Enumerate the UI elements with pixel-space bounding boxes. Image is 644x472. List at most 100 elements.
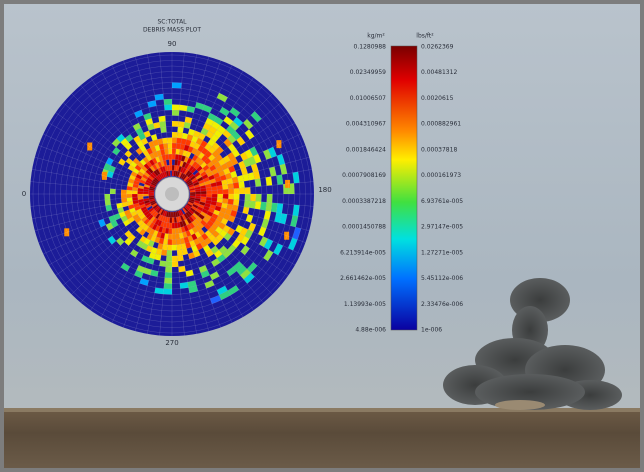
grid-spoke <box>184 206 273 295</box>
heat-cell <box>194 149 202 157</box>
heat-cell <box>169 217 172 224</box>
grid-spoke <box>189 198 310 231</box>
heat-cell <box>209 271 220 281</box>
heat-cell <box>240 236 250 246</box>
heat-cell <box>164 165 168 172</box>
heat-cell <box>167 244 172 251</box>
ground <box>4 410 640 468</box>
heat-cell <box>152 151 159 158</box>
grid-spoke <box>189 157 310 190</box>
heat-cell <box>214 205 222 212</box>
heat-cell <box>206 197 212 201</box>
heat-cell <box>186 134 194 141</box>
heat-cell <box>201 154 209 162</box>
heat-cell <box>211 197 218 202</box>
heat-cell <box>223 167 231 175</box>
grid-spoke <box>34 198 155 231</box>
heat-cell <box>250 194 257 202</box>
heat-cell <box>143 171 150 178</box>
heat-cell <box>126 186 133 191</box>
heat-cell <box>174 217 177 223</box>
heat-cell <box>216 285 228 296</box>
heat-cell <box>225 208 232 216</box>
heat-cell <box>181 167 187 174</box>
heat-cell <box>200 199 206 203</box>
heat-cell <box>211 186 218 191</box>
heat-cell <box>259 236 269 247</box>
heat-cell <box>175 170 179 177</box>
heat-cell <box>215 146 224 155</box>
heat-cell <box>135 226 143 234</box>
heat-cell <box>279 163 288 175</box>
heat-cell <box>201 147 209 155</box>
heat-cell <box>223 232 232 241</box>
heat-cell <box>103 163 111 171</box>
heat-cell <box>197 145 205 153</box>
heat-cell <box>203 177 210 183</box>
heat-cell <box>159 121 167 128</box>
heat-cell <box>172 109 180 116</box>
grid-spoke <box>71 206 160 295</box>
heat-cell <box>254 178 262 187</box>
heat-cell <box>205 117 214 126</box>
grid-spoke <box>186 204 289 276</box>
heat-cell <box>87 142 93 151</box>
heat-cell <box>106 170 114 178</box>
heat-cell <box>176 210 180 217</box>
colorbar-label: 6.93761e-005 <box>421 198 463 205</box>
heat-cell <box>145 179 152 185</box>
heat-cell <box>179 160 184 167</box>
heat-cell <box>150 182 157 187</box>
heat-cell <box>154 93 164 101</box>
grid-spoke <box>135 56 168 177</box>
heat-cell <box>147 123 155 131</box>
heat-cell <box>223 213 231 221</box>
heat-cell <box>200 127 209 136</box>
grid-spoke <box>187 122 296 186</box>
heat-cell <box>195 189 201 192</box>
heat-cell <box>129 174 136 181</box>
heat-cell <box>226 203 234 210</box>
heat-cell <box>157 167 163 174</box>
heat-cell <box>204 150 212 158</box>
grid-spoke <box>147 54 170 177</box>
heat-cell <box>214 176 222 183</box>
heat-cell <box>219 207 227 214</box>
heat-cell <box>184 162 190 169</box>
heat-cell <box>195 102 205 110</box>
heat-cell <box>108 165 116 173</box>
heat-cell <box>263 238 274 250</box>
heat-cell <box>173 211 177 218</box>
grid-ring <box>38 60 306 328</box>
heat-cell <box>176 165 180 172</box>
grid-ring <box>126 148 218 240</box>
heat-cell <box>163 99 172 105</box>
heat-cell <box>132 167 140 174</box>
heat-cell <box>206 190 212 194</box>
heat-cell <box>174 222 178 229</box>
heat-cell <box>179 282 189 289</box>
heat-cell <box>194 198 201 202</box>
heat-cell <box>172 137 177 144</box>
heat-cell <box>172 164 175 171</box>
heat-cell <box>146 220 153 227</box>
heat-cell <box>276 140 282 149</box>
heat-cell <box>219 107 230 117</box>
colorbar-label: 1e-006 <box>421 327 442 334</box>
heat-cell <box>243 272 255 284</box>
heat-cell <box>168 148 172 155</box>
grid-spoke <box>48 122 157 186</box>
heat-cell <box>200 185 206 189</box>
heat-cell <box>216 215 224 223</box>
heat-cell <box>133 202 140 208</box>
heat-cell <box>125 134 134 143</box>
heat-cell <box>125 213 133 220</box>
heat-cell <box>151 171 157 178</box>
heat-cell <box>184 116 193 124</box>
heat-cell <box>231 149 240 158</box>
heat-cell <box>168 154 172 160</box>
heat-cell <box>181 161 187 168</box>
heat-cell <box>209 204 216 210</box>
heat-cell <box>158 155 164 162</box>
heat-cell <box>149 173 156 179</box>
